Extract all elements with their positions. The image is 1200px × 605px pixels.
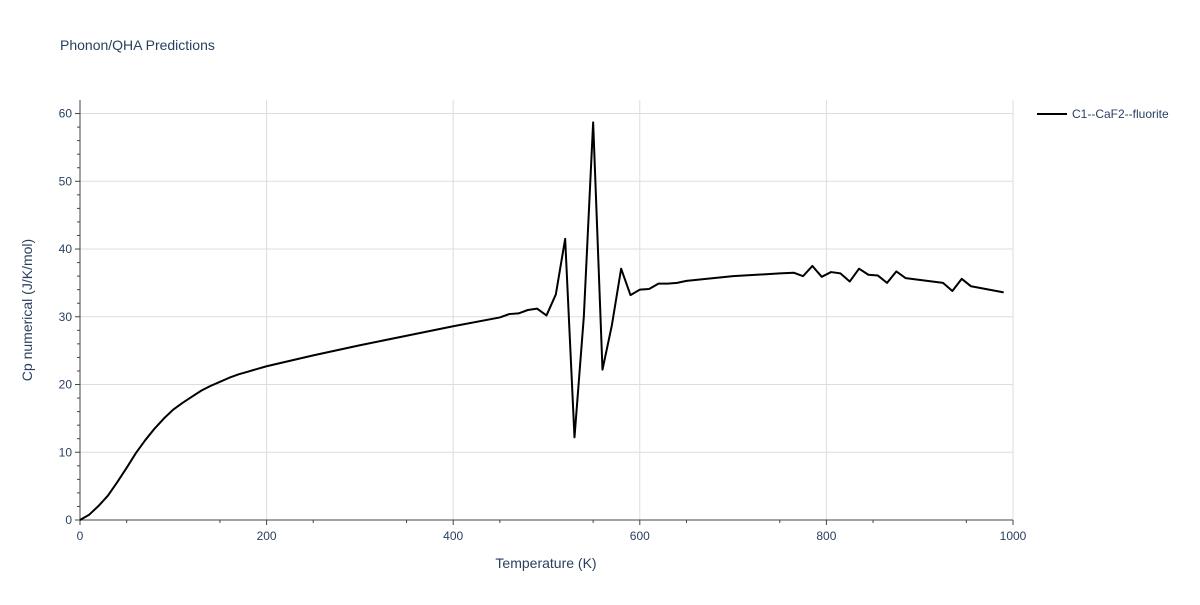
series-line[interactable] <box>79 121 1004 521</box>
x-tick-label: 1000 <box>1000 529 1027 543</box>
legend[interactable]: C1--CaF2--fluorite <box>1037 107 1169 121</box>
x-tick-label: 400 <box>443 529 463 543</box>
x-tick-label: 600 <box>630 529 650 543</box>
series-lines <box>79 121 1004 521</box>
y-tick-label: 20 <box>59 378 73 392</box>
y-tick-label: 30 <box>59 310 73 324</box>
legend-label: C1--CaF2--fluorite <box>1072 107 1169 121</box>
chart-title: Phonon/QHA Predictions <box>60 37 215 53</box>
axes: 0 200 400 600 800 1000 0 10 20 30 40 50 60 <box>59 100 1027 543</box>
y-axis-label: Cp numerical (J/K/mol) <box>19 239 35 381</box>
y-tick-label: 10 <box>59 445 73 459</box>
x-tick-label: 0 <box>77 529 84 543</box>
y-tick-label: 0 <box>65 513 72 527</box>
x-tick-label: 200 <box>257 529 277 543</box>
x-axis-label: Temperature (K) <box>495 555 596 571</box>
grid-lines <box>80 100 1014 520</box>
y-tick-label: 60 <box>59 107 73 121</box>
y-tick-label: 50 <box>59 174 73 188</box>
x-tick-label: 800 <box>816 529 836 543</box>
y-tick-label: 40 <box>59 242 73 256</box>
